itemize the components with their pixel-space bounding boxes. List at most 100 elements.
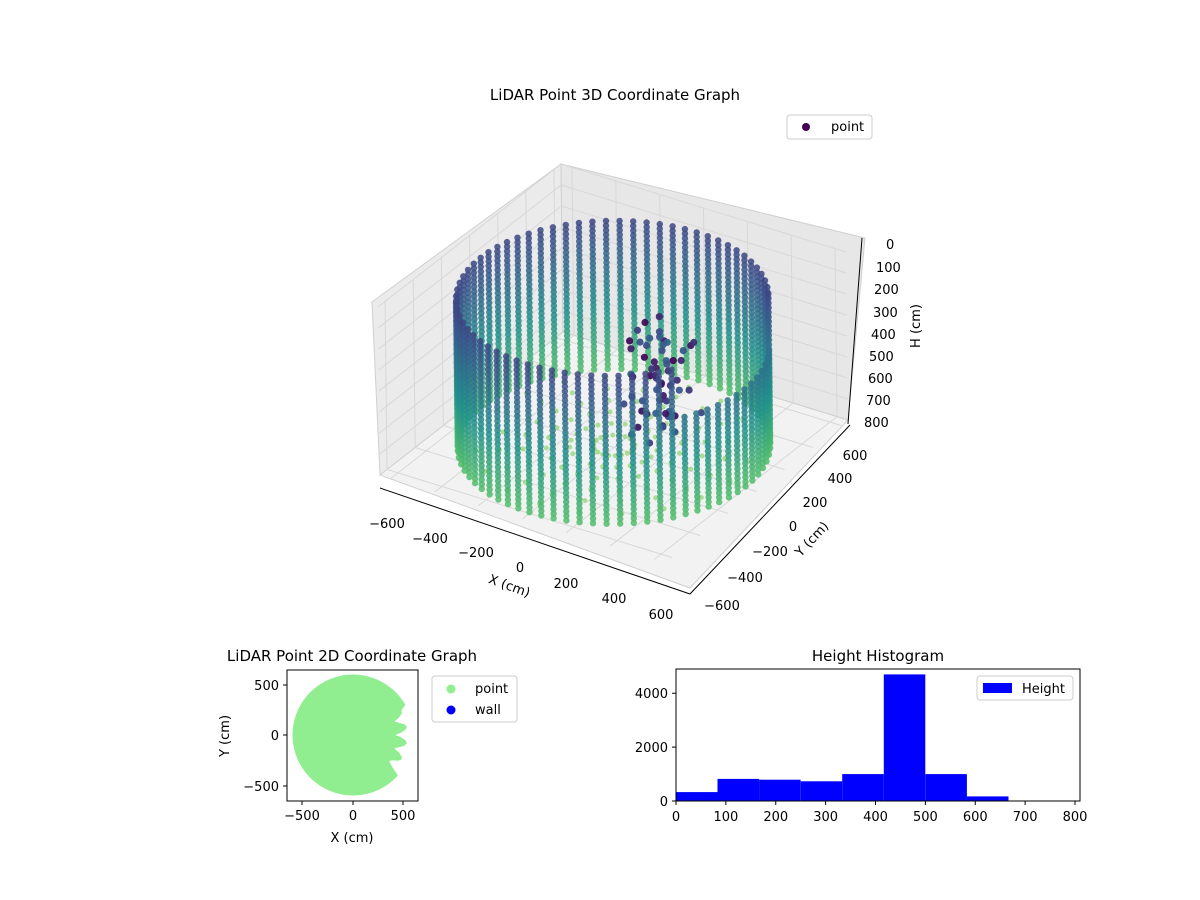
- histogram-x-ticks: 0 100 200 300 400 500 600 700 800: [672, 801, 1087, 825]
- lidar-point: [643, 260, 651, 268]
- lidar-point: [742, 474, 749, 481]
- lidar-point: [655, 373, 662, 380]
- histogram-legend-box: [976, 675, 1074, 701]
- lidar-point: [733, 401, 740, 408]
- lidar-point: [758, 381, 766, 388]
- lidar-point: [630, 492, 637, 499]
- lidar-point: [670, 324, 677, 332]
- lidar-point: [525, 249, 533, 256]
- lidar-point: [656, 248, 664, 256]
- lidar-point: [658, 347, 666, 355]
- lidar-point: [494, 473, 502, 480]
- lidar-point: [576, 256, 583, 264]
- lidar-point: [576, 270, 583, 277]
- legend-3d[interactable]: point: [786, 114, 873, 140]
- lidar-point: [705, 339, 713, 346]
- lidar-point: [631, 356, 638, 364]
- lidar-point: [503, 353, 510, 360]
- lidar-point: [765, 295, 772, 302]
- lidar-point: [642, 412, 650, 419]
- lidar-point: [748, 263, 755, 270]
- lidar-point: [725, 320, 732, 327]
- lidar-point: [575, 219, 583, 227]
- lidar-point: [526, 299, 533, 307]
- lidar-point: [604, 356, 611, 363]
- lidar-point: [715, 265, 722, 272]
- lidar-point: [643, 223, 650, 231]
- lidar-point: [564, 355, 571, 362]
- lidar-point: [693, 419, 700, 426]
- lidar-point: [478, 434, 485, 442]
- lidar-point: [630, 282, 638, 290]
- lidar-point: [550, 473, 557, 480]
- lidar-point: [576, 238, 583, 245]
- lidar-point: [683, 373, 690, 381]
- lidar-point: [725, 443, 732, 450]
- lidar-point: [754, 443, 762, 450]
- lidar-point: [589, 255, 596, 262]
- lidar-point: [734, 311, 741, 319]
- lidar-point: [693, 447, 700, 454]
- lidar-point: [563, 503, 570, 510]
- lidar-point: [477, 425, 485, 432]
- lidar-point: [588, 413, 595, 421]
- lidar-point: [603, 502, 610, 509]
- lidar-point: [644, 293, 651, 300]
- lidar-point: [670, 287, 677, 295]
- lidar-point: [657, 498, 664, 505]
- lidar-point: [642, 379, 649, 387]
- lidar-point: [669, 255, 677, 262]
- lidar-point: [574, 380, 582, 387]
- lidar-point: [589, 496, 596, 504]
- lidar-point: [485, 253, 492, 260]
- lidar-point: [589, 260, 597, 267]
- lidar-point: [636, 473, 642, 479]
- lidar-point: [495, 326, 502, 334]
- lidar-point: [741, 400, 748, 407]
- lidar-point: [603, 264, 610, 271]
- lidar-point: [741, 298, 749, 306]
- lidar-point: [471, 433, 478, 441]
- lidar-point: [470, 350, 477, 357]
- lidar-point: [471, 470, 479, 477]
- legend-2d[interactable]: point wall: [431, 675, 518, 723]
- lidar-point: [683, 332, 690, 339]
- lidar-point: [668, 394, 676, 401]
- lidar-point: [669, 431, 676, 438]
- lidar-point: [486, 332, 493, 339]
- lidar-point: [603, 301, 611, 308]
- lidar-point: [642, 398, 649, 405]
- lidar-point: [470, 369, 477, 376]
- lidar-point: [470, 364, 477, 371]
- lidar-point: [603, 273, 610, 280]
- lidar-point: [590, 361, 598, 369]
- lidar-point: [562, 249, 570, 256]
- lidar-point: [748, 403, 755, 410]
- lidar-point: [549, 233, 557, 240]
- lidar-point: [715, 466, 722, 473]
- z-tick-3d: 500: [869, 350, 894, 365]
- lidar-point: [575, 440, 582, 447]
- lidar-point: [575, 431, 582, 438]
- lidar-point: [668, 417, 676, 424]
- lidar-point: [657, 516, 664, 523]
- lidar-point: [485, 267, 492, 274]
- histogram-legend[interactable]: Height: [976, 675, 1074, 701]
- lidar-point: [602, 400, 609, 407]
- lidar-point: [515, 313, 522, 320]
- lidar-point: [471, 325, 478, 332]
- lidar-point: [734, 376, 742, 383]
- lidar-point: [525, 253, 533, 260]
- lidar-point: [485, 371, 492, 378]
- lidar-point: [724, 415, 732, 422]
- lidar-point: [716, 380, 724, 387]
- lidar-point: [656, 333, 664, 341]
- lidar-point: [588, 446, 596, 453]
- lidar-point: [514, 472, 522, 480]
- lidar-point: [629, 404, 636, 411]
- lidar-point: [549, 399, 556, 406]
- lidar-point: [630, 487, 637, 494]
- lidar-point: [681, 230, 689, 237]
- lidar-point: [733, 405, 740, 413]
- lidar-point: [576, 482, 583, 489]
